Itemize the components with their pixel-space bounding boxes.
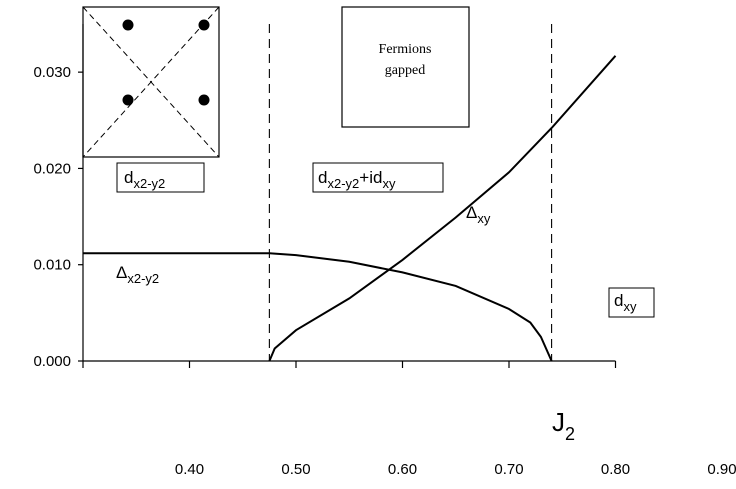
region-label-mixed: dx2-y2+idxy [312,162,444,193]
phase-boundaries [268,24,553,361]
series-line-1 [83,252,553,362]
y-tick-label: 0.010 [33,257,71,274]
svg-text:dxy: dxy [614,291,637,314]
lattice-inset [82,6,220,158]
series-label-dxy: Δxy [466,203,491,226]
x-tick-label: 0.80 [601,461,630,478]
region-label-dxy: dxy [608,287,655,318]
x-axis-label: J2 [552,407,575,444]
fermions-label-line2: gapped [385,63,425,78]
y-tick-labels: 0.000 0.010 0.020 0.030 [33,64,71,370]
lattice-site-dot [122,19,134,31]
y-tick-label: 0.000 [33,353,71,370]
y-tick-label: 0.020 [33,160,71,177]
x-tick-label: 0.50 [281,461,310,478]
lattice-site-dot [122,94,134,106]
fermions-gapped-box: Fermions gapped [341,6,470,128]
x-tick-label: 0.90 [707,461,736,478]
region-label-dx2y2: dx2-y2 [116,162,205,193]
svg-text:dx2-y2+idxy: dx2-y2+idxy [318,168,396,191]
y-tick-label: 0.030 [33,64,71,81]
series-line-2 [268,55,617,362]
x-tick-label: 0.70 [494,461,523,478]
x-tick-label: 0.40 [175,461,204,478]
series-label-dx2y2: Δx2-y2 [116,263,159,286]
lattice-site-dot [198,19,210,31]
axes [78,24,617,368]
svg-text:dx2-y2: dx2-y2 [124,168,165,191]
x-tick-label: 0.60 [388,461,417,478]
x-tick-labels: 0.40 0.50 0.60 0.70 0.80 0.90 [175,461,736,478]
series-lines [83,55,617,362]
lattice-site-dot [198,94,210,106]
fermions-label-line1: Fermions [379,42,432,57]
